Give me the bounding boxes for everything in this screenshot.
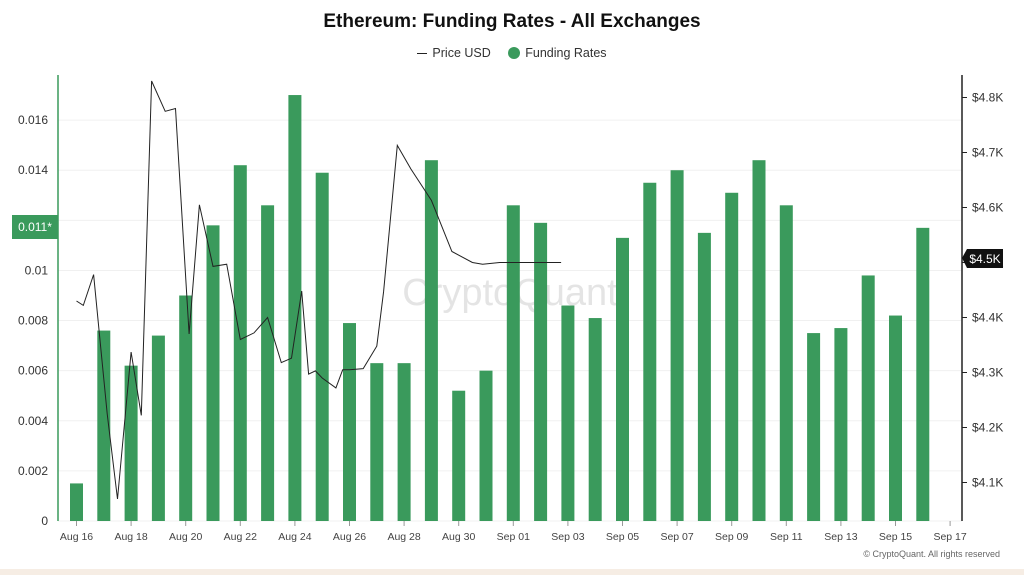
funding-bar[interactable] <box>97 330 111 521</box>
right-tick-label: $4.1K <box>972 476 1003 490</box>
right-tick-label: $4.8K <box>972 91 1003 105</box>
funding-bar[interactable] <box>424 160 438 521</box>
current-price-marker: $4.5K <box>962 249 1003 268</box>
funding-bar[interactable] <box>179 295 193 522</box>
x-tick-label: Sep 03 <box>551 531 584 543</box>
funding-bar[interactable] <box>288 95 302 522</box>
funding-bar[interactable] <box>588 318 602 521</box>
funding-bar[interactable] <box>315 172 329 521</box>
x-tick-label: Sep 07 <box>660 531 693 543</box>
left-tick-label: 0.002 <box>18 464 48 478</box>
left-tick-label: 0.01 <box>25 263 49 277</box>
funding-bar[interactable] <box>124 365 138 521</box>
funding-bar[interactable] <box>479 370 493 521</box>
funding-bar[interactable] <box>452 390 466 521</box>
funding-bar[interactable] <box>206 225 220 521</box>
current-funding-label: 0.011* <box>18 220 52 234</box>
funding-bar[interactable] <box>807 333 821 521</box>
x-tick-label: Sep 17 <box>933 531 966 543</box>
funding-bar[interactable] <box>397 363 411 521</box>
funding-bar[interactable] <box>916 227 930 521</box>
legend-price-label: Price USD <box>432 45 491 60</box>
x-tick-label: Sep 15 <box>879 531 912 543</box>
right-tick-label: $4.3K <box>972 366 1003 380</box>
x-tick-label: Aug 16 <box>60 531 93 543</box>
funding-bar[interactable] <box>506 205 520 522</box>
x-tick-label: Aug 22 <box>224 531 257 543</box>
right-tick-label: $4.7K <box>972 146 1003 160</box>
funding-bar[interactable] <box>233 165 247 521</box>
right-tick-label: $4.2K <box>972 421 1003 435</box>
funding-bar[interactable] <box>725 192 739 521</box>
funding-bar[interactable] <box>343 323 356 521</box>
left-tick-label: 0 <box>41 514 48 528</box>
funding-bar[interactable] <box>834 328 848 521</box>
funding-bar[interactable] <box>370 363 384 521</box>
x-tick-label: Sep 13 <box>824 531 857 543</box>
funding-bar[interactable] <box>779 205 793 522</box>
funding-bar[interactable] <box>616 237 629 521</box>
legend: Price USD Funding Rates <box>0 45 1024 60</box>
funding-bar[interactable] <box>643 182 657 521</box>
line-swatch-icon <box>417 52 428 54</box>
x-tick-label: Aug 24 <box>278 531 311 543</box>
x-tick-label: Aug 20 <box>169 531 202 543</box>
left-tick-label: 0.008 <box>18 314 48 328</box>
funding-bar[interactable] <box>261 205 275 522</box>
left-tick-label: 0.014 <box>18 163 48 177</box>
x-tick-label: Sep 09 <box>715 531 748 543</box>
chart-title: Ethereum: Funding Rates - All Exchanges <box>323 11 701 32</box>
x-tick-label: Sep 05 <box>606 531 639 543</box>
legend-funding-label: Funding Rates <box>525 45 607 60</box>
x-tick-label: Aug 26 <box>333 531 366 543</box>
x-tick-label: Aug 30 <box>442 531 475 543</box>
legend-item-funding[interactable]: Funding Rates <box>508 45 607 60</box>
x-tick-label: Sep 01 <box>497 531 530 543</box>
funding-bar[interactable] <box>561 305 575 521</box>
funding-bar[interactable] <box>861 275 875 521</box>
x-tick-label: Sep 11 <box>770 531 803 543</box>
legend-item-price[interactable]: Price USD <box>417 45 491 60</box>
dot-swatch-icon <box>508 47 521 60</box>
right-tick-labels: $4.1K $4.2K $4.3K $4.4K $4.5K $4.6K $4.7K $4.8K <box>962 91 1003 490</box>
footer-strip <box>0 569 1024 575</box>
left-tick-label: 0.016 <box>18 113 48 127</box>
left-tick-label: 0.004 <box>18 414 48 428</box>
funding-bar[interactable] <box>670 170 684 521</box>
funding-bar[interactable] <box>534 222 548 522</box>
current-funding-marker: 0.011* <box>12 215 58 239</box>
right-tick-label: $4.4K <box>972 311 1003 325</box>
x-tick-label: Aug 18 <box>114 531 147 543</box>
funding-bar[interactable] <box>70 483 83 521</box>
funding-bar[interactable] <box>889 315 902 521</box>
left-tick-label: 0.006 <box>18 364 48 378</box>
x-tick-labels: Aug 16 Aug 18 Aug 20 Aug 22 Aug 24 Aug 26 Aug … <box>60 521 967 543</box>
funding-bar[interactable] <box>151 335 165 521</box>
funding-bar[interactable] <box>752 160 766 521</box>
funding-bar[interactable] <box>697 232 711 521</box>
price-line <box>76 80 562 500</box>
right-tick-label: $4.6K <box>972 201 1003 215</box>
current-price-label: $4.5K <box>969 252 1000 266</box>
copyright-text: © CryptoQuant. All rights reserved <box>863 549 1000 559</box>
x-tick-label: Aug 28 <box>387 531 420 543</box>
funding-bars <box>70 95 930 522</box>
